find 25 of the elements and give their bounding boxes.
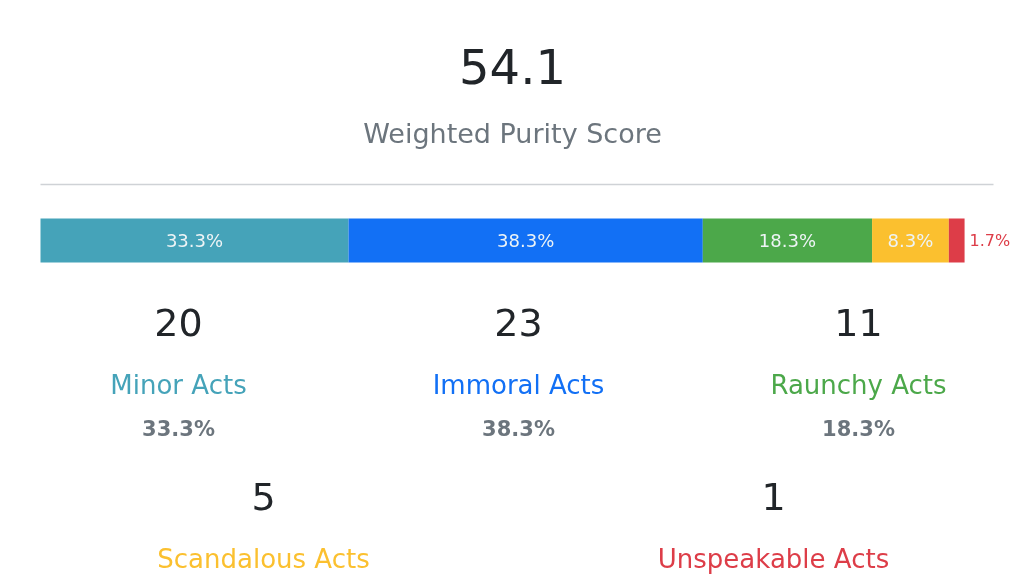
- bar: [702, 218, 873, 263]
- category-label: Minor Acts: [110, 369, 247, 400]
- text: 18.3%: [822, 416, 895, 441]
- data-label: 18.3%: [758, 230, 817, 251]
- text: 33.3%: [142, 416, 215, 441]
- category-label: Unspeakable Acts: [657, 543, 890, 574]
- category-label: Scandalous Acts: [157, 543, 370, 574]
- data-label: 20: [154, 301, 203, 345]
- data-label: 23: [494, 301, 543, 345]
- category-label: Immoral Acts: [432, 369, 605, 400]
- bar: [948, 218, 965, 263]
- data-label: 8.3%: [887, 230, 934, 251]
- text: 38.3%: [482, 416, 555, 441]
- data-label: 1: [761, 475, 786, 519]
- data-label: 1.7%: [969, 231, 1011, 250]
- chart-subtitle: Weighted Purity Score: [363, 118, 662, 149]
- data-label: 38.3%: [497, 230, 555, 251]
- category-label: Raunchy Acts: [770, 369, 947, 400]
- chart-title: 54.1: [459, 39, 566, 95]
- data-label: 11: [834, 301, 883, 345]
- data-label: 5: [251, 475, 276, 519]
- bar: [348, 218, 703, 263]
- bar: [40, 218, 349, 263]
- data-label: 33.3%: [165, 230, 224, 251]
- bar: [872, 218, 949, 263]
